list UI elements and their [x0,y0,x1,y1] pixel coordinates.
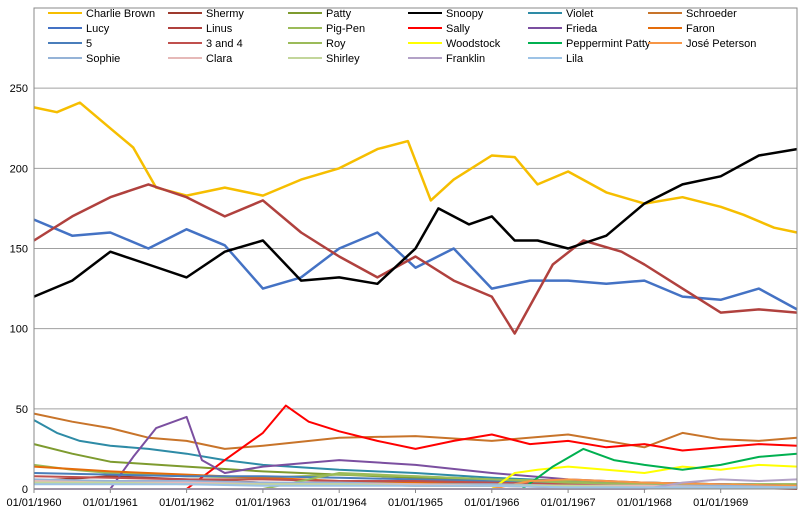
legend: Charlie Brown Shermy Patty Snoopy Violet Schr… [48,8,756,65]
series-line-charlie-brown [33,101,798,234]
x-tick-label: 01/01/1960 [6,497,61,509]
legend-label: Pig-Pen [326,23,365,35]
x-tick-label: 01/01/1963 [235,497,290,509]
x-tick-label: 01/01/1965 [388,497,443,509]
legend-label: Violet [566,8,593,20]
legend-label: Lucy [86,23,110,35]
legend-label: Charlie Brown [86,8,155,20]
y-tick-label: 0 [22,484,28,496]
series-line-lucy [33,218,798,311]
legend-label: Sally [446,23,470,35]
series-layer [33,101,798,490]
series-line-schroeder [33,412,798,450]
legend-label: José Peterson [686,38,756,50]
x-tick-label: 01/01/1964 [312,497,367,509]
legend-label: Clara [206,53,233,65]
series-line-woodstock [34,463,798,490]
x-tick-label: 01/01/1967 [541,497,596,509]
legend-label: Sophie [86,53,120,65]
legend-label: Lila [566,53,584,65]
y-tick-label: 150 [10,244,28,256]
series-line-clara [33,480,797,489]
legend-label: Snoopy [446,8,484,20]
legend-label: 5 [86,38,92,50]
legend-label: Frieda [566,23,598,35]
series-line-snoopy [33,147,798,298]
x-tick-label: 01/01/1966 [464,497,519,509]
y-tick-label: 250 [10,83,28,95]
legend-label: Woodstock [446,38,501,50]
series-line-linus [33,183,798,335]
x-tick-label: 01/01/1969 [693,497,748,509]
axes: 0 50 100 150 200 250 01/01/1960 01/01/1961 01/01… [6,7,798,509]
x-tick-label: 01/01/1961 [83,497,138,509]
legend-label: Faron [686,23,715,35]
series-line-lila [34,483,797,489]
y-tick-label: 50 [16,404,28,416]
x-tick-label: 01/01/1962 [159,497,214,509]
legend-label: Peppermint Patty [566,38,651,50]
legend-label: Shermy [206,8,244,20]
legend-label: Franklin [446,53,485,65]
legend-label: Schroeder [686,8,737,20]
legend-label: Roy [326,38,346,50]
legend-label: Patty [326,8,352,20]
y-tick-label: 200 [10,163,28,175]
legend-label: 3 and 4 [206,38,243,50]
legend-label: Shirley [326,53,360,65]
y-tick-label: 100 [10,324,28,336]
x-tick-label: 01/01/1968 [617,497,672,509]
legend-label: Linus [206,23,233,35]
